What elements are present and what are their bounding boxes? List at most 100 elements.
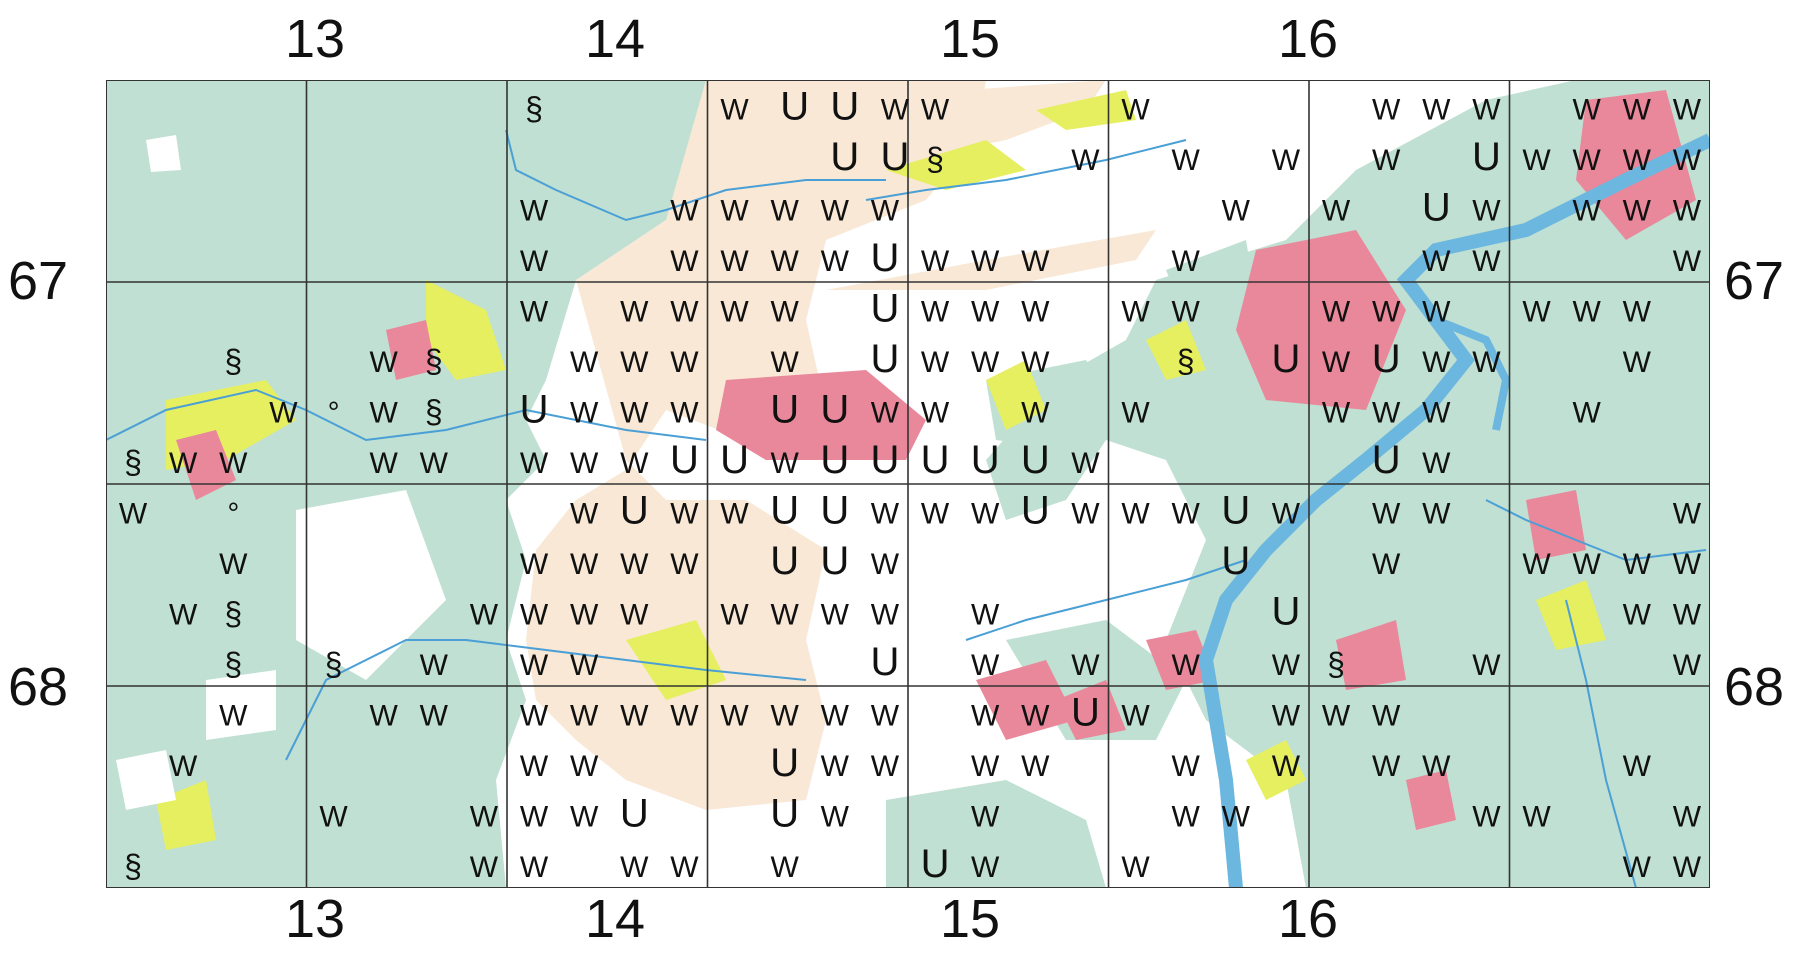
urban-area-6 (1146, 630, 1216, 690)
symbol-w: W (1272, 750, 1301, 783)
symbol-w: W (570, 649, 599, 682)
symbol-u: U (870, 438, 899, 482)
column-label-bottom-13: 13 (284, 889, 346, 949)
symbol-w: W (921, 346, 950, 379)
symbol-w: W (570, 800, 599, 833)
symbol-section: § (425, 393, 443, 429)
row-label-left-68: 68 (8, 657, 69, 717)
symbol-w: W (620, 851, 649, 884)
symbol-w: W (1573, 194, 1602, 227)
symbol-w: W (1372, 295, 1401, 328)
symbol-w: W (470, 851, 499, 884)
symbol-w: W (370, 396, 399, 429)
symbol-w: W (871, 699, 900, 732)
symbol-w: W (1322, 295, 1351, 328)
symbol-u: U (1221, 539, 1250, 583)
stream-4 (865, 139, 1187, 201)
symbol-section: § (124, 444, 142, 480)
stream-1 (505, 129, 886, 222)
map-canvas: § W U U W W W W W W W W WU U § W W W W U W W W WW W W W W W W W U W W W WW W… (106, 80, 1710, 888)
symbol-circle: ° (328, 396, 340, 429)
meadow-patch-6 (626, 620, 726, 700)
symbol-w: W (520, 295, 549, 328)
symbol-w: W (821, 699, 850, 732)
symbol-w: W (971, 851, 1000, 884)
symbol-w: W (1472, 93, 1501, 126)
symbol-w: W (1372, 93, 1401, 126)
symbol-w: W (269, 396, 298, 429)
symbol-section: § (425, 343, 443, 379)
symbol-w: W (771, 194, 800, 227)
symbol-u: U (780, 84, 809, 128)
symbol-w: W (1172, 800, 1201, 833)
symbol-u: U (921, 842, 950, 886)
symbol-w: W (1121, 699, 1150, 732)
symbol-u: U (770, 488, 799, 532)
symbol-w: W (1172, 649, 1201, 682)
symbol-w: W (1673, 144, 1702, 177)
symbol-section: § (224, 646, 242, 682)
symbol-u: U (870, 640, 899, 684)
symbol-w: W (520, 750, 549, 783)
symbol-u: U (770, 539, 799, 583)
symbol-section: § (525, 90, 543, 126)
symbol-w: W (1623, 194, 1652, 227)
symbol-w: W (1372, 144, 1401, 177)
symbol-w: W (971, 346, 1000, 379)
symbol-w: W (971, 295, 1000, 328)
symbol-section: § (1327, 646, 1345, 682)
symbol-w: W (1172, 245, 1201, 278)
meadow-patch-5 (986, 360, 1046, 430)
symbol-w: W (971, 497, 1000, 530)
symbol-w: W (520, 598, 549, 631)
urban-area-5 (976, 660, 1076, 740)
column-label-bottom-16: 16 (1277, 889, 1339, 949)
symbol-w: W (1372, 497, 1401, 530)
stream-3 (285, 639, 807, 761)
symbol-w: W (420, 649, 449, 682)
symbol-w: W (1472, 194, 1501, 227)
forest-patch-south (886, 780, 1106, 888)
symbol-w: W (881, 93, 910, 126)
symbol-w: W (319, 800, 348, 833)
symbol-section: § (926, 141, 944, 177)
symbol-w: W (1422, 750, 1451, 783)
symbol-w: W (520, 245, 549, 278)
symbol-u: U (1071, 690, 1100, 734)
symbol-w: W (1472, 649, 1501, 682)
meadow-patch-10 (1146, 320, 1206, 380)
symbol-w: W (670, 851, 699, 884)
column-label-bottom-14: 14 (584, 889, 646, 949)
symbol-w: W (871, 750, 900, 783)
symbol-u: U (1372, 337, 1401, 381)
symbol-w: W (1021, 750, 1050, 783)
symbol-w: W (520, 800, 549, 833)
symbol-w: W (1673, 800, 1702, 833)
symbol-w: W (921, 295, 950, 328)
symbol-w: W (1623, 548, 1652, 581)
symbol-u: U (921, 438, 950, 482)
symbol-u: U (870, 286, 899, 330)
column-label-top-15: 15 (939, 9, 1001, 69)
symbol-w: W (570, 346, 599, 379)
symbol-w: W (670, 295, 699, 328)
symbol-w: W (720, 497, 749, 530)
symbol-w: W (1623, 750, 1652, 783)
symbol-u: U (820, 539, 849, 583)
urban-area-10 (386, 320, 436, 380)
symbol-w: W (720, 194, 749, 227)
meadow-patch-7 (1246, 740, 1306, 800)
symbol-w: W (219, 447, 248, 480)
symbol-u: U (971, 438, 1000, 482)
symbol-w: W (1522, 295, 1551, 328)
symbol-w: W (1673, 194, 1702, 227)
meadow-patch-8 (1536, 580, 1606, 650)
symbol-w: W (119, 497, 148, 530)
symbol-w: W (1422, 346, 1451, 379)
symbol-w: W (1573, 93, 1602, 126)
symbol-w: W (1172, 750, 1201, 783)
symbol-u: U (770, 741, 799, 785)
symbol-w: W (821, 598, 850, 631)
symbol-w: W (1021, 245, 1050, 278)
urban-area-1 (716, 370, 926, 460)
